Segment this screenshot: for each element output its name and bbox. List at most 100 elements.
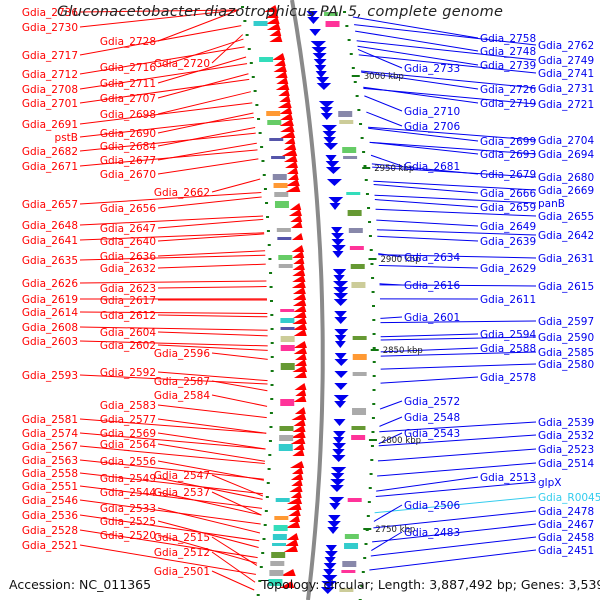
- gene-label-forward[interactable]: Gdia_2641: [22, 235, 78, 247]
- gene-label-forward[interactable]: Gdia_2708: [22, 84, 78, 96]
- gene-label-forward[interactable]: Gdia_2717: [22, 50, 78, 62]
- gene-label-forward[interactable]: Gdia_2564: [100, 439, 156, 451]
- gene-label-reverse[interactable]: Gdia_2601: [404, 312, 460, 324]
- gene-label-reverse[interactable]: Gdia_2513: [480, 472, 536, 484]
- gene-label-reverse[interactable]: Gdia_2639: [480, 236, 536, 248]
- gene-label-reverse[interactable]: Gdia_2731: [538, 83, 594, 95]
- gene-label-forward[interactable]: Gdia_2581: [22, 414, 78, 426]
- gene-label-forward[interactable]: Gdia_2677: [100, 155, 156, 167]
- gene-label-reverse[interactable]: Gdia_2726: [480, 84, 536, 96]
- gene-label-reverse[interactable]: Gdia_2514: [538, 458, 594, 470]
- gene-label-forward[interactable]: Gdia_2558: [22, 468, 78, 480]
- gene-label-forward[interactable]: Gdia_2544: [100, 487, 156, 499]
- gene-label-reverse[interactable]: Gdia_2694: [538, 149, 594, 161]
- gene-label-reverse[interactable]: Gdia_2706: [404, 121, 460, 133]
- gene-label-forward[interactable]: Gdia_2647: [100, 223, 156, 235]
- gene-label-reverse[interactable]: Gdia_2721: [538, 99, 594, 111]
- gene-label-reverse[interactable]: Gdia_2719: [480, 98, 536, 110]
- gene-label-forward[interactable]: Gdia_2604: [100, 327, 156, 339]
- gene-label-reverse[interactable]: Gdia_2611: [480, 294, 536, 306]
- gene-label-reverse[interactable]: Gdia_2748: [480, 46, 536, 58]
- gene-label-forward[interactable]: Gdia_2515: [154, 532, 210, 544]
- gene-label-reverse[interactable]: Gdia_2539: [538, 417, 594, 429]
- gene-label-forward[interactable]: Gdia_2567: [22, 441, 78, 453]
- gene-label-reverse[interactable]: Gdia_2710: [404, 106, 460, 118]
- gene-label-reverse[interactable]: Gdia_2762: [538, 40, 594, 52]
- gene-label-reverse[interactable]: Gdia_2634: [404, 252, 460, 264]
- gene-label-reverse[interactable]: Gdia_2699: [480, 136, 536, 148]
- gene-label-forward[interactable]: Gdia_2501: [154, 566, 210, 578]
- gene-label-reverse[interactable]: Gdia_2649: [480, 221, 536, 233]
- gene-label-forward[interactable]: Gdia_2596: [154, 348, 210, 360]
- gene-label-forward[interactable]: Gdia_2512: [154, 547, 210, 559]
- gene-label-reverse[interactable]: Gdia_2741: [538, 68, 594, 80]
- gene-label-reverse[interactable]: Gdia_2739: [480, 60, 536, 72]
- gene-label-forward[interactable]: Gdia_2528: [22, 525, 78, 537]
- gene-label-reverse[interactable]: panB: [538, 198, 565, 210]
- gene-label-forward[interactable]: Gdia_2635: [22, 255, 78, 267]
- gene-label-forward[interactable]: Gdia_2684: [100, 141, 156, 153]
- gene-label-forward[interactable]: Gdia_2619: [22, 294, 78, 306]
- gene-label-forward[interactable]: Gdia_2690: [100, 128, 156, 140]
- gene-label-forward[interactable]: Gdia_2670: [100, 169, 156, 181]
- gene-label-reverse[interactable]: Gdia_2659: [480, 202, 536, 214]
- gene-label-reverse[interactable]: Gdia_2669: [538, 185, 594, 197]
- gene-label-forward[interactable]: Gdia_2547: [154, 470, 210, 482]
- gene-label-forward[interactable]: Gdia_2556: [100, 456, 156, 468]
- gene-label-forward[interactable]: Gdia_2525: [100, 516, 156, 528]
- gene-label-forward[interactable]: Gdia_2602: [100, 340, 156, 352]
- gene-label-reverse[interactable]: Gdia_2693: [480, 149, 536, 161]
- gene-label-reverse[interactable]: Gdia_2588: [480, 343, 536, 355]
- gene-label-reverse[interactable]: Gdia_2679: [480, 169, 536, 181]
- gene-label-reverse[interactable]: Gdia_2616: [404, 280, 460, 292]
- gene-label-forward[interactable]: Gdia_2537: [154, 487, 210, 499]
- gene-label-reverse[interactable]: Gdia_2749: [538, 55, 594, 67]
- gene-label-reverse[interactable]: Gdia_2483: [404, 527, 460, 539]
- gene-label-reverse[interactable]: Gdia_2681: [404, 161, 460, 173]
- gene-label-forward[interactable]: Gdia_2656: [100, 203, 156, 215]
- gene-label-reverse[interactable]: Gdia_2655: [538, 211, 594, 223]
- gene-label-reverse[interactable]: Gdia_2532: [538, 430, 594, 442]
- gene-label-forward[interactable]: Gdia_2716: [100, 62, 156, 74]
- gene-label-forward[interactable]: Gdia_2551: [22, 481, 78, 493]
- gene-label-forward[interactable]: Gdia_2736: [22, 7, 78, 19]
- gene-label-forward[interactable]: Gdia_2584: [154, 390, 210, 402]
- gene-label-reverse[interactable]: Gdia_2594: [480, 329, 536, 341]
- gene-label-reverse[interactable]: Gdia_2580: [538, 359, 594, 371]
- gene-label-forward[interactable]: Gdia_2671: [22, 161, 78, 173]
- gene-label-reverse[interactable]: Gdia_2733: [404, 63, 460, 75]
- gene-label-forward[interactable]: Gdia_2626: [22, 278, 78, 290]
- gene-label-reverse[interactable]: Gdia_2631: [538, 253, 594, 265]
- gene-label-forward[interactable]: Gdia_2617: [100, 295, 156, 307]
- gene-label-reverse[interactable]: Gdia_2585: [538, 347, 594, 359]
- gene-label-forward[interactable]: Gdia_2536: [22, 510, 78, 522]
- gene-label-reverse[interactable]: Gdia_2590: [538, 332, 594, 344]
- gene-label-reverse[interactable]: Gdia_2680: [538, 172, 594, 184]
- gene-label-reverse[interactable]: Gdia_2666: [480, 188, 536, 200]
- gene-label-forward[interactable]: Gdia_2707: [100, 93, 156, 105]
- gene-label-reverse[interactable]: Gdia_2543: [404, 428, 460, 440]
- gene-label-forward[interactable]: Gdia_2648: [22, 220, 78, 232]
- gene-label-forward[interactable]: Gdia_2587: [154, 376, 210, 388]
- gene-label-forward[interactable]: Gdia_2593: [22, 370, 78, 382]
- gene-label-reverse[interactable]: Gdia_2451: [538, 545, 594, 557]
- gene-label-forward[interactable]: Gdia_2623: [100, 283, 156, 295]
- gene-label-reverse[interactable]: Gdia_2597: [538, 316, 594, 328]
- gene-label-forward[interactable]: Gdia_2546: [22, 495, 78, 507]
- gene-label-reverse[interactable]: Gdia_2548: [404, 412, 460, 424]
- gene-label-reverse[interactable]: Gdia_2467: [538, 519, 594, 531]
- gene-label-forward[interactable]: Gdia_2711: [100, 78, 156, 90]
- gene-label-forward[interactable]: Gdia_2521: [22, 540, 78, 552]
- gene-label-reverse[interactable]: Gdia_2629: [480, 263, 536, 275]
- gene-label-reverse[interactable]: Gdia_2615: [538, 281, 594, 293]
- gene-label-reverse[interactable]: Gdia_2758: [480, 33, 536, 45]
- gene-label-forward[interactable]: Gdia_2574: [22, 428, 78, 440]
- gene-label-reverse[interactable]: Gdia_2572: [404, 396, 460, 408]
- gene-label-forward[interactable]: pstB: [55, 132, 78, 144]
- gene-label-forward[interactable]: Gdia_2640: [100, 236, 156, 248]
- gene-label-forward[interactable]: Gdia_2583: [100, 400, 156, 412]
- gene-label-reverse[interactable]: Gdia_2458: [538, 532, 594, 544]
- gene-label-forward[interactable]: Gdia_2691: [22, 119, 78, 131]
- gene-label-forward[interactable]: Gdia_2520: [100, 530, 156, 542]
- gene-label-forward[interactable]: Gdia_2730: [22, 22, 78, 34]
